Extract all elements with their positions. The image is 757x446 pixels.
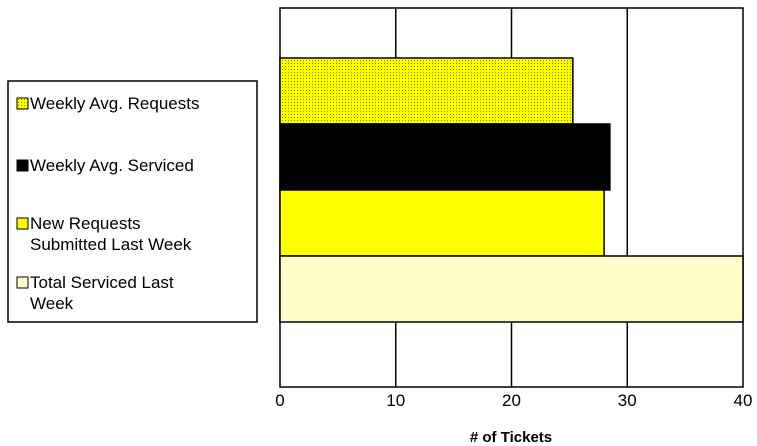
x-axis-title: # of Tickets	[470, 429, 552, 446]
legend-label: Week	[30, 294, 74, 313]
bar	[279, 189, 605, 257]
legend-label: New Requests	[30, 214, 141, 233]
x-tick-label: 30	[618, 391, 637, 410]
legend: Weekly Avg. Requests Weekly Avg. Serviced…	[7, 80, 258, 323]
x-tick-label: 0	[275, 391, 284, 410]
legend-label: Total Serviced Last	[30, 273, 174, 292]
x-tick-labels: 0 10 20 30 40	[275, 391, 752, 410]
x-tick-label: 20	[502, 391, 521, 410]
bar	[279, 123, 611, 191]
legend-box	[7, 80, 258, 323]
x-tick-label: 40	[734, 391, 753, 410]
legend-label: Weekly Avg. Requests	[30, 94, 199, 113]
legend-swatch	[16, 276, 29, 289]
bar	[279, 57, 574, 125]
legend-label: Weekly Avg. Serviced	[30, 156, 194, 175]
legend-swatch	[16, 97, 29, 110]
legend-swatch	[16, 217, 29, 230]
bar	[279, 255, 744, 323]
bars	[279, 57, 744, 323]
legend-swatch	[16, 159, 29, 172]
legend-label: Submitted Last Week	[30, 235, 192, 254]
x-tick-label: 10	[386, 391, 405, 410]
